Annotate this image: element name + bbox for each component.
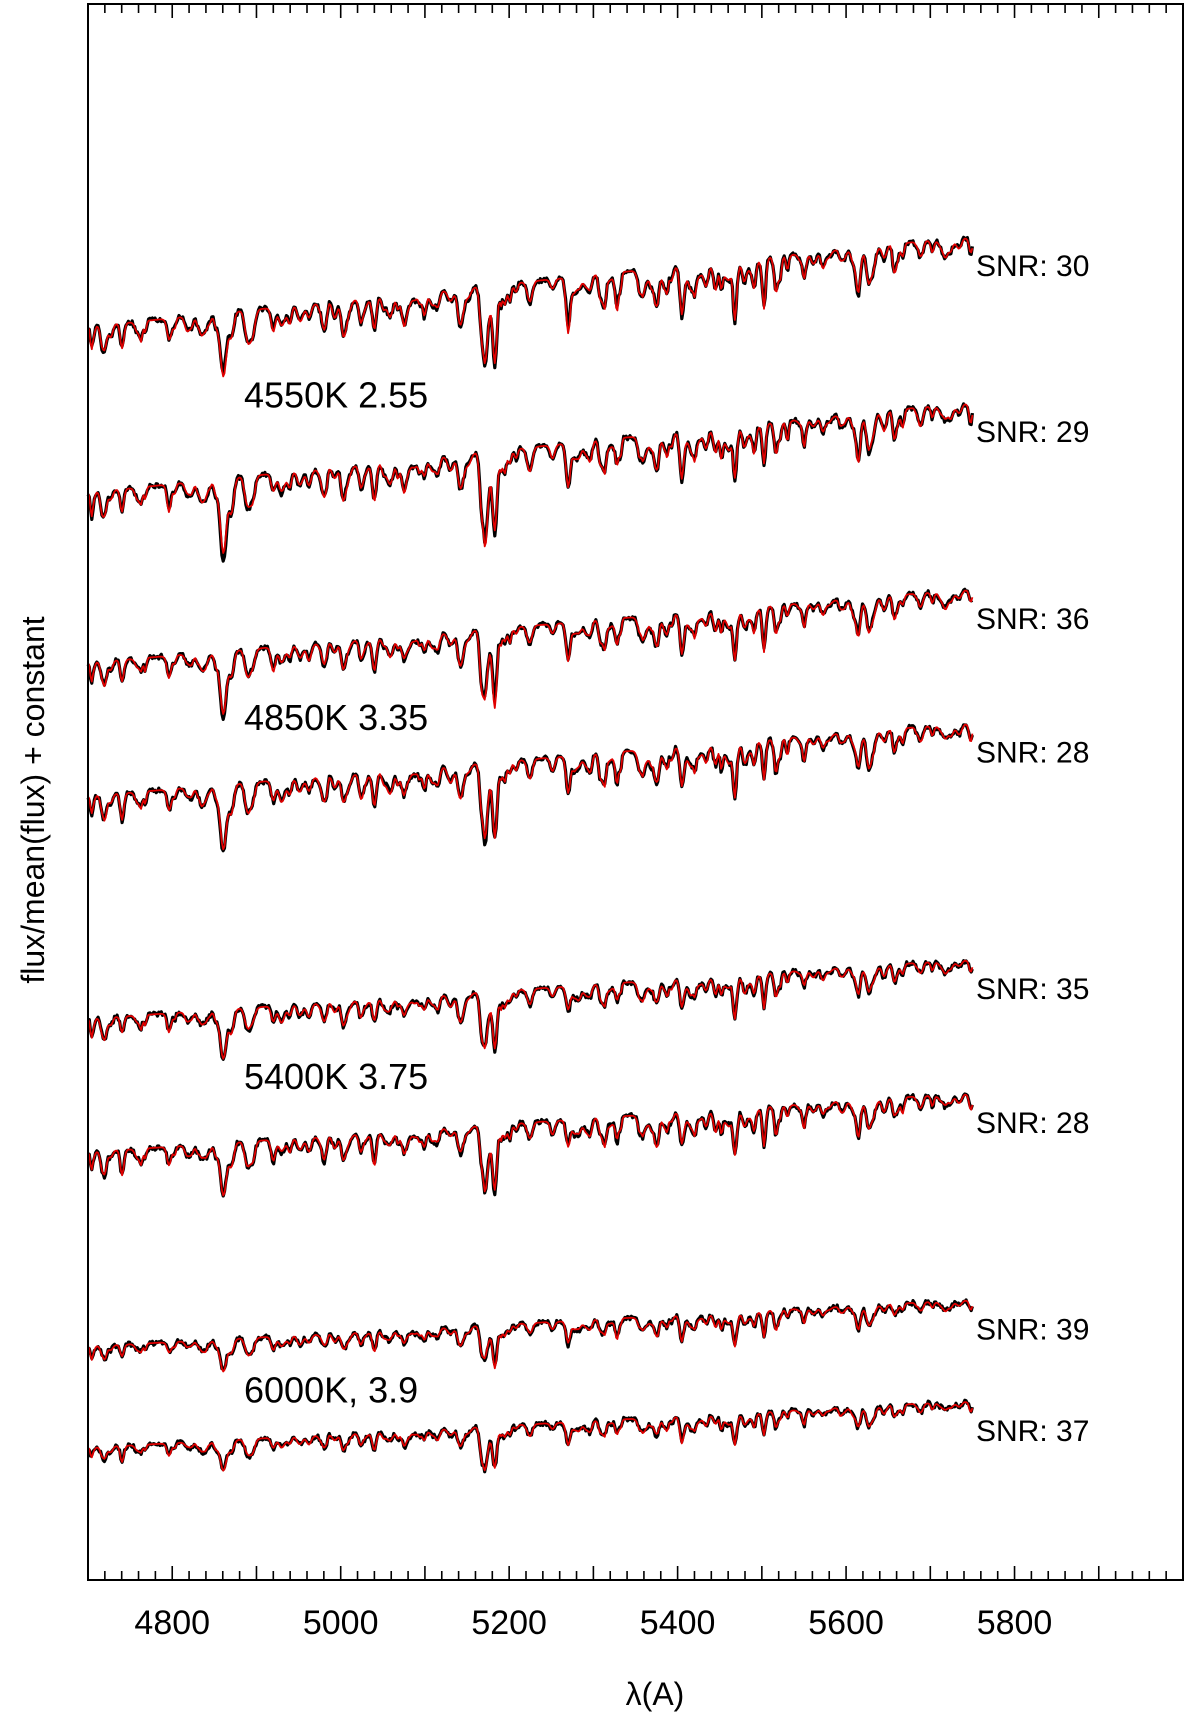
labels-layer: SNR: 30 SNR: 29 4550K 2.55 SNR: 36 SNR: 28 48… xyxy=(244,250,1089,1448)
snr-label: SNR: 29 xyxy=(976,416,1089,449)
snr-label: SNR: 37 xyxy=(976,1415,1089,1448)
spectrum-model-line xyxy=(87,959,974,1060)
x-tick-label: 5200 xyxy=(471,1604,547,1642)
x-tick-label: 5800 xyxy=(977,1604,1053,1642)
group-label: 6000K, 3.9 xyxy=(244,1370,418,1411)
y-axis-title: flux/mean(flux) + constant xyxy=(15,616,51,983)
spectrum-model-line xyxy=(87,589,974,715)
x-axis-title: λ(A) xyxy=(626,1676,685,1712)
spectrum-model-line xyxy=(87,1401,974,1472)
spectra-layer xyxy=(86,235,974,1474)
snr-label: SNR: 35 xyxy=(976,973,1089,1006)
plot-frame xyxy=(87,3,1184,1581)
snr-label: SNR: 36 xyxy=(976,603,1089,636)
spectrum-model-line xyxy=(87,403,974,554)
spectrum-model-line xyxy=(87,1093,974,1197)
group-label: 5400K 3.75 xyxy=(244,1056,428,1097)
x-tick-label: 5400 xyxy=(640,1604,716,1642)
x-tick-label: 5000 xyxy=(303,1604,379,1642)
spectrum-model-line xyxy=(87,237,974,378)
group-label: 4850K 3.35 xyxy=(244,697,428,738)
snr-label: SNR: 28 xyxy=(976,737,1089,770)
snr-label: SNR: 30 xyxy=(976,250,1089,283)
snr-label: SNR: 39 xyxy=(976,1314,1089,1347)
spectrum-model-line xyxy=(87,1299,974,1373)
x-tick-label: 4800 xyxy=(134,1604,210,1642)
spectrum-model-line xyxy=(87,723,974,851)
snr-label: SNR: 28 xyxy=(976,1107,1089,1140)
x-tick-label: 5600 xyxy=(808,1604,884,1642)
ticks-layer: 4800 5000 5200 5400 5600 5800 xyxy=(87,4,1184,1642)
group-label: 4550K 2.55 xyxy=(244,374,428,415)
